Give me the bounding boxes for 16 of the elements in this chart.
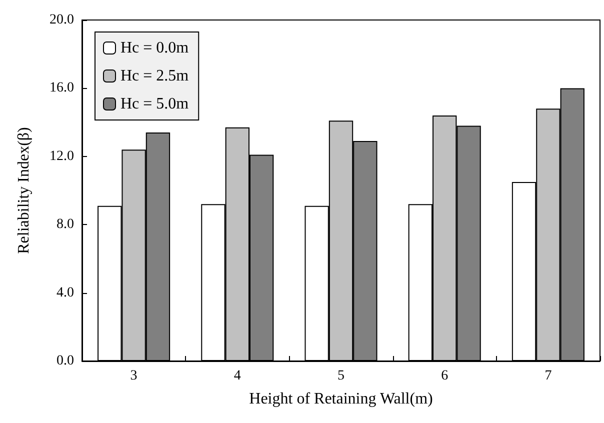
y-tick-label: 12.0	[50, 148, 74, 164]
x-tick-label: 3	[130, 368, 138, 384]
y-tick-label: 0.0	[56, 354, 74, 368]
y-tick-label: 20.0	[50, 12, 74, 28]
x-tick-label: 5	[338, 368, 344, 384]
x-tick-label: 7	[544, 368, 552, 384]
legend-label: Hc = 5.0m	[120, 96, 190, 112]
x-axis-title: Height of Retaining Wall(m)	[249, 390, 433, 408]
x-tick-label: 6	[441, 368, 448, 384]
y-tick-label: 4.0	[56, 285, 74, 300]
y-tick-label: 16.0	[50, 80, 74, 96]
legend-label: Hc = 2.5m	[120, 68, 190, 84]
y-tick-label: 8.0	[56, 217, 74, 232]
y-axis-title: Reliability Index(β)	[16, 127, 32, 254]
x-tick-label: 4	[234, 368, 241, 384]
legend-label: Hc = 0.0m	[120, 40, 190, 56]
